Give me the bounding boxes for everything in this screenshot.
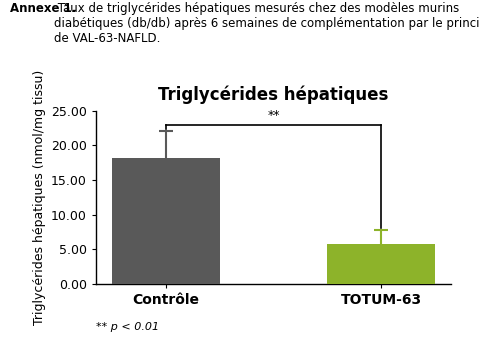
Y-axis label: Triglycérides hépatiques (nmol/mg tissu): Triglycérides hépatiques (nmol/mg tissu) — [33, 70, 46, 325]
Bar — [112, 158, 220, 284]
Title: Triglycérides hépatiques: Triglycérides hépatiques — [158, 85, 389, 103]
Text: Taux de triglycérides hépatiques mesurés chez des modèles murins
diabétiques (db: Taux de triglycérides hépatiques mesurés… — [54, 2, 480, 45]
Text: **: ** — [267, 109, 280, 122]
Bar — [327, 244, 435, 284]
Text: ** p < 0.01: ** p < 0.01 — [96, 322, 159, 332]
Text: Annexe 1.: Annexe 1. — [10, 2, 76, 15]
